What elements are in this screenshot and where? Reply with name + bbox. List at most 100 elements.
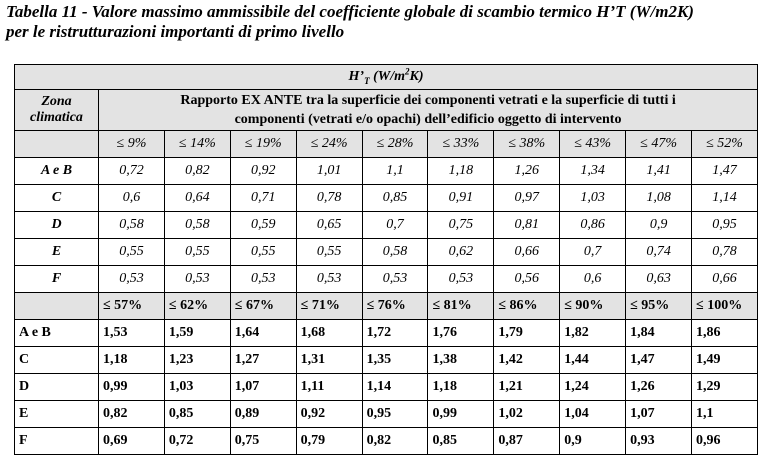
value-cell: 0,85 [361,184,429,212]
value-cell: 0,53 [295,265,363,293]
value-cell: 1,11 [295,373,363,401]
value-cell: 0,82 [361,427,429,455]
value-cell: 0,66 [493,238,561,266]
value-cell: 0,75 [427,211,495,239]
lower-column-row: ≤ 57% ≤ 62% ≤ 67% ≤ 71% ≤ 76% ≤ 81% ≤ 86% ≤ 90%… [14,292,759,320]
value-cell: 1,86 [691,319,759,347]
value-cell: 1,47 [625,346,693,374]
table-row: E 0,82 0,85 0,89 0,92 0,95 0,99 1,02 1,04 1,07 1,1 [14,400,759,428]
table-row: D 0,99 1,03 1,07 1,11 1,14 1,18 1,21 1,24 1,26 1,2… [14,373,759,401]
upper-corner-cell [14,130,99,158]
value-cell: 1,35 [361,346,429,374]
value-cell: 0,85 [427,427,495,455]
value-cell: 0,74 [625,238,693,266]
lower-corner-cell [14,292,99,320]
value-cell: 1,72 [361,319,429,347]
upper-column-header: ≤ 33% [427,130,495,158]
value-cell: 0,87 [493,427,561,455]
table-row: C 1,18 1,23 1,27 1,31 1,35 1,38 1,42 1,44 1,47 1,4… [14,346,759,374]
lower-column-header: ≤ 81% [427,292,495,320]
lower-column-header: ≤ 57% [98,292,165,320]
value-cell: 0,69 [98,427,165,455]
ratio-header-row: Zona climatica Rapporto EX ANTE tra la s… [14,89,759,131]
value-cell: 0,53 [361,265,429,293]
zone-cell: C [14,346,99,374]
lower-column-header: ≤ 76% [361,292,429,320]
value-cell: 1,29 [691,373,759,401]
value-cell: 0,82 [163,157,231,185]
zone-cell: D [14,373,99,401]
value-cell: 0,91 [427,184,495,212]
value-cell: 1,68 [295,319,363,347]
value-cell: 1,02 [493,400,561,428]
value-cell: 0,96 [691,427,759,455]
upper-column-header: ≤ 19% [229,130,297,158]
value-cell: 1,18 [427,157,495,185]
value-cell: 1,08 [625,184,693,212]
value-cell: 1,82 [559,319,627,347]
value-cell: 0,7 [361,211,429,239]
value-cell: 0,53 [427,265,495,293]
value-cell: 0,86 [559,211,627,239]
value-cell: 0,72 [98,157,165,185]
value-cell: 1,14 [691,184,759,212]
zone-cell: F [14,265,99,293]
table-caption: Tabella 11 - Valore massimo ammissibile … [6,2,766,42]
value-cell: 1,07 [625,400,693,428]
zone-cell: E [14,400,99,428]
lower-column-header: ≤ 86% [493,292,561,320]
upper-column-header: ≤ 52% [691,130,759,158]
table-row: D 0,58 0,58 0,59 0,65 0,7 0,75 0,81 0,86 0,9 0,95 [14,211,759,239]
value-cell: 0,95 [691,211,759,239]
table-row: A e B 0,72 0,82 0,92 1,01 1,1 1,18 1,26 1,34 1,41… [14,157,759,185]
lower-column-header: ≤ 95% [625,292,693,320]
lower-column-header: ≤ 100% [691,292,759,320]
value-cell: 0,66 [691,265,759,293]
value-cell: 0,55 [98,238,165,266]
value-cell: 0,53 [229,265,297,293]
value-cell: 0,56 [493,265,561,293]
value-cell: 0,92 [295,400,363,428]
table-row: E 0,55 0,55 0,55 0,55 0,58 0,62 0,66 0,7 0,74 0,78 [14,238,759,266]
value-cell: 0,75 [229,427,297,455]
value-cell: 1,24 [559,373,627,401]
value-cell: 0,99 [427,400,495,428]
value-cell: 0,9 [625,211,693,239]
lower-column-header: ≤ 67% [229,292,297,320]
upper-column-row: ≤ 9% ≤ 14% ≤ 19% ≤ 24% ≤ 28% ≤ 33% ≤ 38% ≤ 43% ≤… [14,130,759,158]
upper-column-header: ≤ 9% [98,130,165,158]
value-cell: 0,89 [229,400,297,428]
value-cell: 1,26 [493,157,561,185]
zone-cell: D [14,211,99,239]
value-cell: 0,9 [559,427,627,455]
value-cell: 1,07 [229,373,297,401]
value-cell: 0,64 [163,184,231,212]
table-row: F 0,69 0,72 0,75 0,79 0,82 0,85 0,87 0,9 0,93 0,96 [14,427,759,455]
value-cell: 1,42 [493,346,561,374]
zone-header: Zona climatica [14,89,99,131]
value-cell: 1,49 [691,346,759,374]
ratio-header: Rapporto EX ANTE tra la superficie dei c… [97,89,759,131]
value-cell: 0,6 [98,184,165,212]
value-cell: 0,78 [295,184,363,212]
upper-column-header: ≤ 28% [361,130,429,158]
value-cell: 0,58 [163,211,231,239]
value-cell: 0,63 [625,265,693,293]
zone-cell: A e B [14,319,99,347]
unit-header: H’T (W/m2K) [13,64,759,90]
value-cell: 0,81 [493,211,561,239]
table-row: C 0,6 0,64 0,71 0,78 0,85 0,91 0,97 1,03 1,08 1,14 [14,184,759,212]
value-cell: 0,59 [229,211,297,239]
value-cell: 1,18 [98,346,165,374]
value-cell: 0,78 [691,238,759,266]
value-cell: 1,84 [625,319,693,347]
value-cell: 1,53 [98,319,165,347]
value-cell: 0,55 [163,238,231,266]
value-cell: 0,93 [625,427,693,455]
value-cell: 0,55 [229,238,297,266]
value-cell: 1,1 [361,157,429,185]
value-cell: 1,64 [229,319,297,347]
value-cell: 1,18 [427,373,495,401]
value-cell: 1,1 [691,400,759,428]
upper-body: A e B 0,72 0,82 0,92 1,01 1,1 1,18 1,26 1,34 1,41… [14,157,759,293]
